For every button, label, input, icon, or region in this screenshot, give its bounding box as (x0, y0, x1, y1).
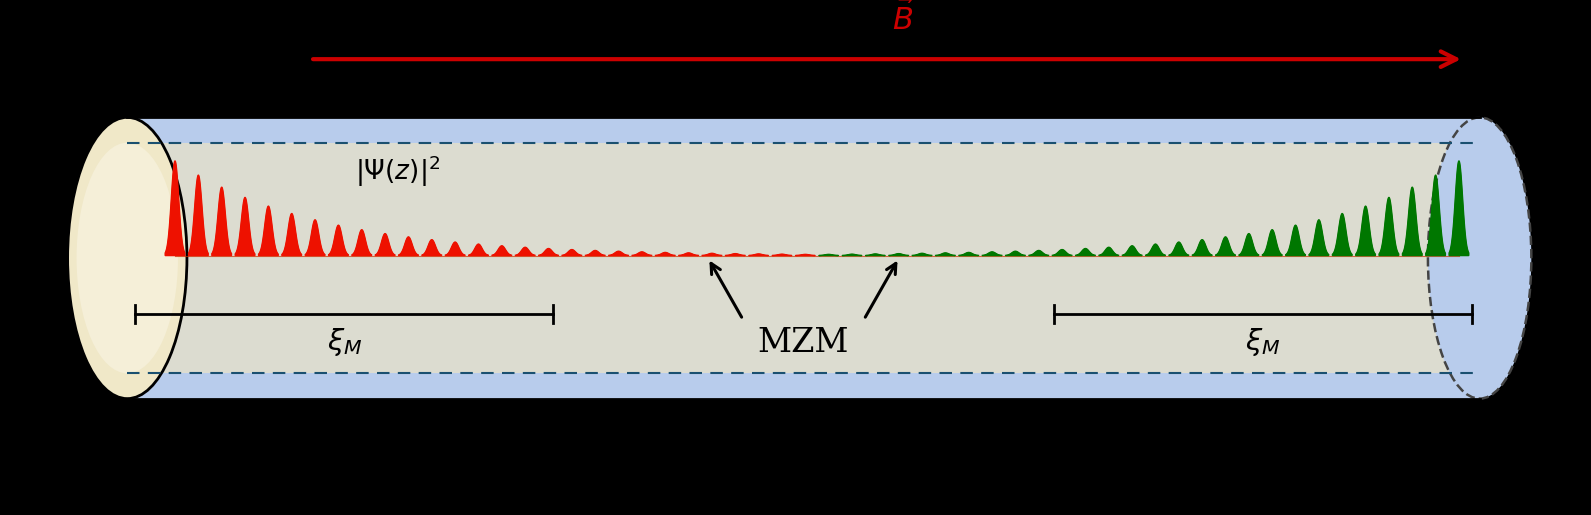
Polygon shape (1029, 250, 1048, 255)
Polygon shape (235, 197, 255, 255)
Polygon shape (842, 254, 862, 255)
Polygon shape (702, 253, 722, 255)
Polygon shape (399, 237, 418, 255)
Bar (127, 143, 1480, 373)
Polygon shape (866, 254, 885, 255)
Polygon shape (1122, 246, 1142, 255)
Polygon shape (562, 250, 582, 255)
Polygon shape (165, 161, 185, 255)
Polygon shape (1309, 220, 1328, 255)
Polygon shape (422, 239, 442, 255)
Polygon shape (259, 206, 278, 255)
Polygon shape (1286, 225, 1305, 255)
Ellipse shape (67, 117, 186, 399)
Polygon shape (819, 254, 838, 255)
Polygon shape (936, 253, 955, 255)
Text: MZM: MZM (757, 327, 850, 359)
Polygon shape (445, 242, 465, 255)
Polygon shape (632, 252, 652, 255)
Ellipse shape (1427, 117, 1531, 399)
Polygon shape (1262, 230, 1282, 255)
Polygon shape (1379, 197, 1398, 255)
Polygon shape (305, 220, 325, 255)
Polygon shape (1146, 244, 1165, 255)
Polygon shape (655, 252, 675, 255)
Polygon shape (539, 249, 558, 255)
Polygon shape (749, 254, 768, 255)
Polygon shape (492, 246, 512, 255)
Polygon shape (189, 175, 208, 255)
Polygon shape (1356, 206, 1375, 255)
Polygon shape (1076, 249, 1095, 255)
Text: $|\Psi(z)|^2$: $|\Psi(z)|^2$ (355, 154, 441, 189)
Polygon shape (515, 247, 535, 255)
Polygon shape (1402, 187, 1422, 255)
Ellipse shape (76, 143, 178, 373)
Polygon shape (1006, 251, 1025, 255)
Polygon shape (982, 252, 1002, 255)
Text: $\xi_M$: $\xi_M$ (1246, 326, 1281, 358)
Polygon shape (352, 230, 372, 255)
Polygon shape (585, 250, 605, 255)
Polygon shape (1052, 250, 1072, 255)
Polygon shape (1099, 247, 1118, 255)
Polygon shape (469, 244, 488, 255)
Polygon shape (1239, 234, 1258, 255)
Polygon shape (1426, 175, 1445, 255)
Polygon shape (212, 187, 232, 255)
Polygon shape (282, 214, 302, 255)
Polygon shape (1449, 161, 1468, 255)
Polygon shape (375, 234, 395, 255)
Bar (127, 117, 1480, 399)
Polygon shape (912, 253, 932, 255)
Text: $\xi_M$: $\xi_M$ (326, 326, 361, 358)
Polygon shape (1169, 242, 1188, 255)
Polygon shape (1192, 239, 1212, 255)
Polygon shape (609, 251, 628, 255)
Polygon shape (725, 254, 745, 255)
Polygon shape (959, 252, 978, 255)
Polygon shape (1332, 214, 1352, 255)
Polygon shape (679, 253, 698, 255)
Polygon shape (772, 254, 792, 255)
Polygon shape (329, 225, 348, 255)
Polygon shape (889, 254, 908, 255)
Polygon shape (796, 254, 815, 255)
Text: $\vec{B}$: $\vec{B}$ (893, 2, 913, 38)
Polygon shape (1216, 237, 1235, 255)
